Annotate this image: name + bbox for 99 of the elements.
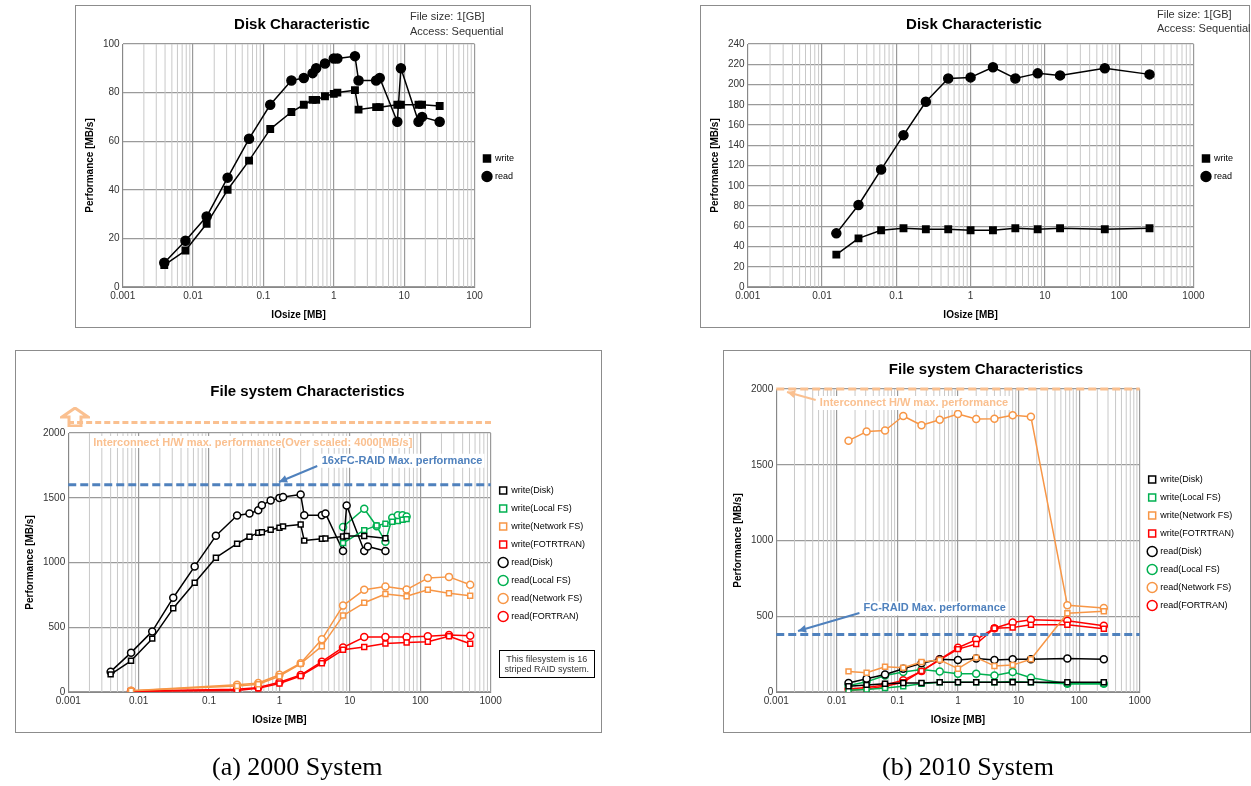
x-axis-title: IOsize [MB] xyxy=(930,713,986,725)
chart-title: Disk Characteristic xyxy=(906,15,1042,33)
x-tick-label: 0.001 xyxy=(110,289,136,301)
y-tick-label: 500 xyxy=(48,621,66,632)
y-tick-label: 40 xyxy=(733,240,746,252)
y-tick-label: 80 xyxy=(108,86,121,98)
y-tick-label: 220 xyxy=(728,58,746,69)
legend-label: write(Disk) xyxy=(510,484,554,495)
x-tick-label: 1 xyxy=(276,694,283,706)
y-tick-label: 60 xyxy=(108,134,121,146)
legend-label: read(FORTRAN) xyxy=(511,610,579,621)
legend-label: read(FORTRAN) xyxy=(1160,599,1228,610)
x-tick-label: 10 xyxy=(398,289,411,301)
legend-label: write xyxy=(494,152,515,163)
x-tick-label: 1000 xyxy=(1128,694,1152,706)
x-tick-label: 1 xyxy=(330,289,337,301)
x-tick-label: 100 xyxy=(411,694,430,706)
x-tick-label: 100 xyxy=(1110,289,1128,301)
ref-line-label: FC-RAID Max. performance xyxy=(863,601,1006,614)
x-tick-label: 0.01 xyxy=(183,289,204,301)
legend-label: write(Disk) xyxy=(1159,473,1203,484)
y-tick-label: 240 xyxy=(728,37,746,49)
legend-label: read(Network FS) xyxy=(511,592,583,603)
x-tick-label: 0.01 xyxy=(827,694,847,706)
chart-title: Disk Characteristic xyxy=(234,15,370,33)
legend-label: read(Disk) xyxy=(511,556,553,567)
y-axis-title: Performance [MB/s] xyxy=(708,118,720,213)
y-tick-label: 20 xyxy=(108,232,121,244)
legend-label: write(Network FS) xyxy=(510,520,584,531)
ref-line-label: 16xFC-RAID Max. performance xyxy=(321,453,483,466)
legend-label: write(FOTRTRAN) xyxy=(510,538,585,549)
legend-label: write xyxy=(1213,152,1234,163)
y-tick-label: 100 xyxy=(103,37,121,49)
y-axis-title: Performance [MB/s] xyxy=(23,515,35,610)
x-axis-title: IOsize [MB] xyxy=(271,308,326,320)
legend-label: Interconnect H/W max. performance xyxy=(819,396,1009,409)
y-axis-title: Performance [MB/s] xyxy=(731,493,743,588)
legend-label: read(Network FS) xyxy=(1160,581,1232,592)
legend-label: read(Disk) xyxy=(1160,545,1202,556)
legend-label: write(Local FS) xyxy=(510,502,572,513)
text: File size: 1[GB] xyxy=(1157,8,1232,20)
y-tick-label: 100 xyxy=(728,179,746,191)
annotation: Interconnect H/W max. performance(Over scaled: 4000[MB/s] xyxy=(93,436,413,448)
x-tick-label: 10 xyxy=(1012,694,1025,706)
legend-label: write(Local FS) xyxy=(1159,491,1221,502)
y-tick-label: 120 xyxy=(728,159,746,171)
legend-label: read(Local FS) xyxy=(1160,563,1220,574)
text: File size: 1[GB] xyxy=(410,10,485,22)
text: Access: Sequential xyxy=(1157,22,1251,34)
x-tick-label: 0.01 xyxy=(812,289,833,301)
x-tick-label: 100 xyxy=(466,289,484,301)
text: This filesystem is 16 striped RAID system. xyxy=(498,650,595,678)
legend-label: read xyxy=(1214,170,1233,181)
x-tick-label: 1000 xyxy=(1182,289,1206,301)
y-axis-title: Performance [MB/s] xyxy=(83,118,95,213)
y-tick-label: 1000 xyxy=(43,556,66,568)
x-tick-label: 0.1 xyxy=(202,694,217,706)
x-tick-label: 0.001 xyxy=(55,694,82,706)
legend-label: read xyxy=(495,170,514,181)
y-tick-label: 500 xyxy=(756,610,774,621)
y-tick-label: 0 xyxy=(767,685,774,697)
legend-label: write(FOTRTRAN) xyxy=(1159,527,1234,538)
y-tick-label: 40 xyxy=(108,183,121,195)
x-tick-label: 0.1 xyxy=(890,694,905,706)
y-tick-label: 140 xyxy=(728,139,746,150)
text: (b) 2010 System xyxy=(882,752,1054,782)
y-tick-label: 60 xyxy=(733,220,746,231)
y-tick-label: 1000 xyxy=(751,534,774,546)
x-tick-label: 1 xyxy=(955,694,962,706)
y-tick-label: 2000 xyxy=(43,426,66,438)
legend-label: read(Local FS) xyxy=(511,574,571,585)
legend-label: write(Network FS) xyxy=(1159,509,1233,520)
y-tick-label: 0 xyxy=(114,280,121,292)
y-tick-label: 0 xyxy=(59,685,66,697)
x-tick-label: 10 xyxy=(344,694,356,706)
x-tick-label: 0.01 xyxy=(128,694,149,706)
y-tick-label: 1500 xyxy=(751,458,774,470)
y-tick-label: 180 xyxy=(728,98,746,110)
chart-title: File system Characteristics xyxy=(888,360,1084,378)
x-tick-label: 0.001 xyxy=(735,289,761,301)
x-tick-label: 1000 xyxy=(479,694,503,706)
y-tick-label: 200 xyxy=(728,78,746,90)
x-tick-label: 0.1 xyxy=(889,289,904,301)
y-tick-label: 1500 xyxy=(43,491,66,503)
x-tick-label: 1 xyxy=(967,289,974,301)
x-tick-label: 0.001 xyxy=(763,694,790,706)
x-axis-title: IOsize [MB] xyxy=(252,713,307,725)
y-tick-label: 160 xyxy=(728,118,746,130)
text: (a) 2000 System xyxy=(212,752,383,782)
chart-title: File system Characteristics xyxy=(210,382,405,400)
y-tick-label: 20 xyxy=(733,260,746,272)
x-tick-label: 0.1 xyxy=(256,289,271,301)
y-tick-label: 2000 xyxy=(751,382,774,394)
x-axis-title: IOsize [MB] xyxy=(943,308,998,320)
x-tick-label: 10 xyxy=(1039,289,1051,301)
y-tick-label: 0 xyxy=(739,280,746,292)
y-tick-label: 80 xyxy=(733,199,746,211)
x-tick-label: 100 xyxy=(1070,694,1088,706)
text: Access: Sequential xyxy=(410,25,504,37)
